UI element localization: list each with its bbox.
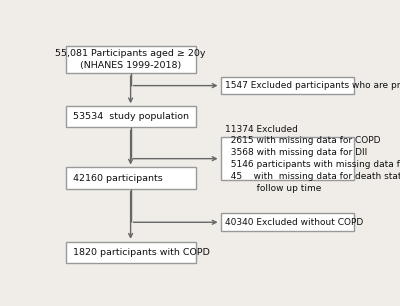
FancyBboxPatch shape: [66, 106, 196, 127]
FancyBboxPatch shape: [220, 137, 354, 181]
Text: 55,081 Participants aged ≥ 20y
(NHANES 1999-2018): 55,081 Participants aged ≥ 20y (NHANES 1…: [55, 49, 206, 70]
Text: 1547 Excluded participants who are pregnant: 1547 Excluded participants who are pregn…: [225, 81, 400, 90]
FancyBboxPatch shape: [66, 46, 196, 73]
Text: 53534  study population: 53534 study population: [73, 112, 189, 121]
Text: 40340 Excluded without COPD: 40340 Excluded without COPD: [225, 218, 363, 227]
Text: 1820 participants with COPD: 1820 participants with COPD: [73, 248, 210, 257]
FancyBboxPatch shape: [66, 167, 196, 189]
FancyBboxPatch shape: [220, 214, 354, 231]
Text: 11374 Excluded
  2615 with missing data for COPD
  3568 with missing data for DI: 11374 Excluded 2615 with missing data fo…: [225, 125, 400, 193]
Text: 42160 participants: 42160 participants: [73, 174, 163, 183]
FancyBboxPatch shape: [220, 77, 354, 95]
FancyBboxPatch shape: [66, 242, 196, 263]
